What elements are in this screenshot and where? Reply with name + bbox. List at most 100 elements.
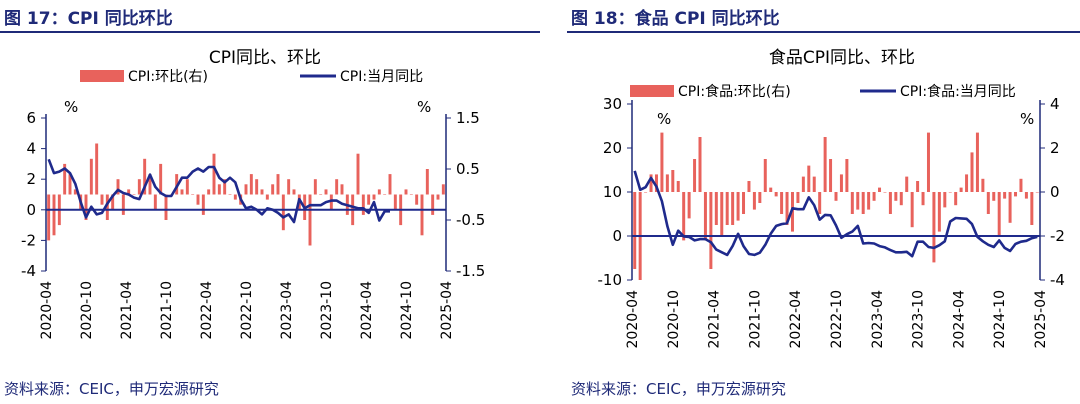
bar xyxy=(207,189,211,195)
bar xyxy=(249,174,253,195)
bar xyxy=(324,189,328,195)
x-tick-label: 2023-10 xyxy=(911,290,927,349)
bar xyxy=(63,163,67,195)
bar xyxy=(393,194,397,210)
bar xyxy=(709,192,713,269)
bar xyxy=(212,153,216,195)
bar xyxy=(52,194,56,236)
left-tick-label: -4 xyxy=(21,262,36,280)
right-tick-label: -2 xyxy=(1050,227,1065,245)
bar xyxy=(752,192,756,210)
x-tick-label: 2020-04 xyxy=(625,290,641,349)
x-tick-label: 2023-04 xyxy=(870,290,886,349)
bar xyxy=(975,132,979,192)
bar xyxy=(856,192,860,210)
bar xyxy=(420,194,424,236)
bar xyxy=(758,192,762,203)
bar xyxy=(818,192,822,214)
left-tick-label: 2 xyxy=(26,170,36,188)
bar xyxy=(367,194,371,205)
bar xyxy=(687,192,691,219)
bar xyxy=(665,174,669,192)
bar xyxy=(441,184,445,195)
bar xyxy=(185,179,189,195)
bar xyxy=(201,194,205,215)
left-tick-label: 30 xyxy=(603,95,622,113)
bar xyxy=(244,184,248,195)
x-tick-label: 2020-10 xyxy=(79,281,95,340)
bar xyxy=(845,159,849,192)
bar xyxy=(404,189,408,195)
bar xyxy=(425,169,429,195)
bar xyxy=(959,187,963,192)
bar xyxy=(992,192,996,201)
bar xyxy=(785,192,789,225)
x-tick-label: 2025-04 xyxy=(439,281,455,340)
bar xyxy=(894,192,898,201)
bar xyxy=(839,174,843,192)
bar xyxy=(356,153,360,195)
bar xyxy=(431,194,435,215)
bar xyxy=(143,158,147,195)
left-unit-label: % xyxy=(64,98,78,116)
bar xyxy=(415,194,419,205)
bar xyxy=(910,192,914,228)
bar xyxy=(693,159,697,192)
bar xyxy=(271,184,275,195)
right-tick-label: 1.5 xyxy=(456,109,480,127)
bar xyxy=(1035,192,1039,193)
series-line xyxy=(633,170,1038,258)
bar xyxy=(111,194,115,210)
bar xyxy=(714,192,718,225)
legend-bar-swatch xyxy=(630,85,674,97)
bar xyxy=(916,181,920,192)
right-tick-label: 4 xyxy=(1050,95,1060,113)
bar xyxy=(148,174,152,195)
bar xyxy=(1030,192,1034,225)
legend-bar-label: CPI:食品:环比(右) xyxy=(678,83,791,100)
bar xyxy=(997,192,1001,236)
bar xyxy=(747,181,751,192)
bar xyxy=(926,132,930,192)
x-tick-label: 2022-04 xyxy=(199,281,215,340)
right-tick-label: -4 xyxy=(1050,271,1065,289)
bar xyxy=(899,192,903,206)
bar xyxy=(888,192,892,214)
bar xyxy=(276,174,280,195)
legend-bar-label: CPI:环比(右) xyxy=(128,69,208,85)
x-tick-label: 2022-10 xyxy=(239,281,255,340)
bar xyxy=(769,187,773,192)
bar xyxy=(774,192,778,197)
bar xyxy=(436,194,440,200)
bar xyxy=(180,189,184,195)
right-tick-label: 0.5 xyxy=(456,160,480,178)
bar xyxy=(191,194,195,195)
bar xyxy=(671,170,675,192)
bar xyxy=(698,137,702,192)
bar xyxy=(1014,192,1018,197)
bar xyxy=(153,194,157,210)
bar xyxy=(308,194,312,246)
chart-title: CPI同比、环比 xyxy=(209,48,321,68)
bar xyxy=(127,189,131,195)
bar xyxy=(105,194,109,220)
bar xyxy=(319,194,323,195)
food-cpi-chart: 食品CPI同比、环比 CPI:食品:环比(右) CPI:食品:当月同比% % -10 0 1… xyxy=(598,48,1065,349)
bar xyxy=(340,184,344,195)
x-tick-label: 2020-04 xyxy=(39,281,55,340)
bar xyxy=(720,192,724,236)
x-tick-label: 2022-04 xyxy=(788,290,804,349)
bar xyxy=(649,174,653,192)
bar xyxy=(948,192,952,193)
x-tick-label: 2021-10 xyxy=(159,281,175,340)
figure-18-title: 图 18：食品 CPI 同比环比 xyxy=(571,9,780,29)
bar xyxy=(676,181,680,192)
bar xyxy=(116,179,120,195)
bar xyxy=(731,192,735,225)
bar xyxy=(965,174,969,192)
bar xyxy=(883,192,887,193)
x-tick-label: 2021-04 xyxy=(707,290,723,349)
bar xyxy=(660,132,664,192)
bar xyxy=(281,194,285,231)
right-tick-label: 0 xyxy=(1050,183,1060,201)
